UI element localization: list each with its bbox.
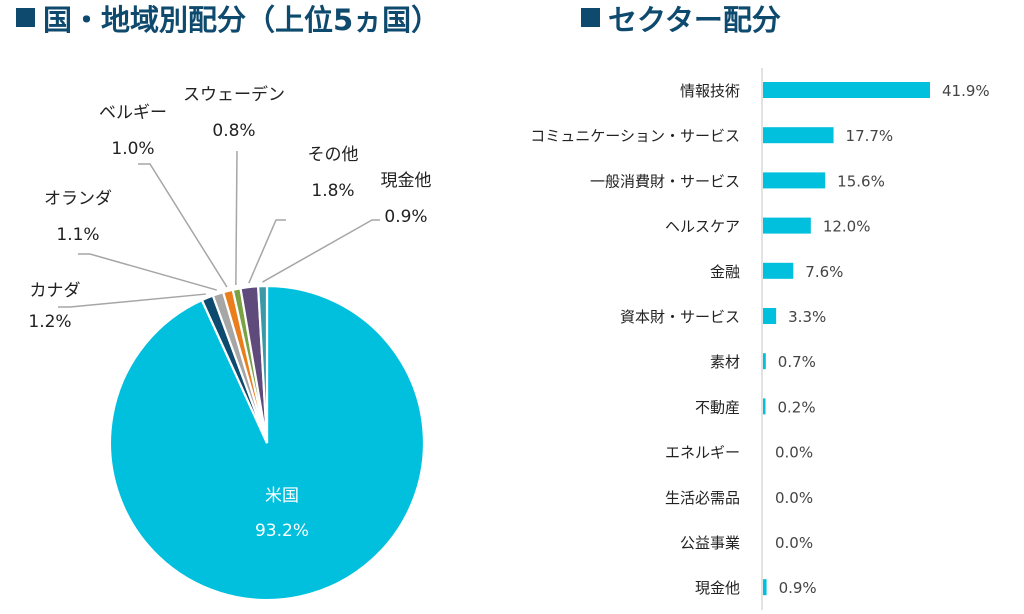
country-pie-chart: 米国 93.2% カナダ 1.2% オランダ 1.1% ベルギー 1.0% スウェーデン 0.8%…: [28, 84, 432, 602]
square-bullet-icon: [581, 8, 600, 27]
country-allocation-title: 国・地域別配分（上位5ヵ国）: [43, 3, 441, 37]
bar: [763, 82, 930, 98]
category-label: エネルギー: [665, 444, 740, 462]
category-label: コミュニケーション・サービス: [530, 127, 740, 145]
pie-label-value: 1.0%: [111, 139, 154, 159]
bar-value-label: 12.0%: [823, 218, 871, 236]
square-bullet-icon: [16, 8, 35, 27]
bar: [763, 262, 794, 279]
bar-value-label: 41.9%: [942, 82, 990, 100]
pie-label-value: 1.1%: [56, 225, 99, 245]
bar: [763, 353, 766, 370]
bar-value-label: 15.6%: [837, 172, 885, 190]
pie-label-name: 現金他: [381, 171, 432, 191]
leader-line: [235, 150, 238, 286]
bar-value-label: 0.0%: [775, 489, 813, 507]
bar: [763, 308, 777, 324]
category-label: 公益事業: [680, 534, 740, 552]
leader-line: [262, 219, 380, 283]
category-label: 一般消費財・サービス: [590, 172, 740, 190]
pie-label-value: 0.8%: [212, 121, 255, 141]
category-label: 素材: [710, 353, 740, 371]
bar: [763, 172, 826, 189]
pie-label-name: カナダ: [30, 281, 81, 301]
category-label: 不動産: [695, 398, 740, 416]
pie-label-value: 93.2%: [255, 521, 309, 541]
leader-line: [78, 253, 217, 291]
bar-value-label: 7.6%: [805, 263, 843, 281]
leader-line: [248, 219, 286, 284]
bar-value-label: 0.7%: [778, 353, 816, 371]
bar: [763, 398, 766, 415]
bar-value-label: 0.2%: [778, 398, 816, 416]
category-label: 現金他: [695, 579, 740, 597]
category-label: 情報技術: [680, 82, 740, 100]
pie-label-value: 1.8%: [311, 181, 354, 201]
bar: [763, 217, 811, 234]
pie-label-value: 0.9%: [384, 207, 427, 227]
pie-label-value: 1.2%: [28, 312, 71, 332]
pie-slice-6: [256, 284, 269, 444]
country-allocation-heading: 国・地域別配分（上位5ヵ国）: [16, 0, 440, 40]
category-label: 生活必需品: [665, 489, 740, 507]
sector-allocation-title: セクター配分: [608, 3, 781, 37]
bar-value-label: 0.9%: [779, 579, 817, 597]
pie-label-name: オランダ: [44, 189, 112, 209]
category-label: 金融: [710, 263, 740, 281]
pie-label-name: スウェーデン: [183, 84, 285, 105]
leader-line: [138, 163, 228, 288]
bar: [763, 579, 767, 596]
category-label: 資本財・サービス: [620, 308, 740, 326]
leader-line: [58, 293, 206, 308]
bar-value-label: 0.0%: [775, 534, 813, 552]
pie-label-name: ベルギー: [99, 103, 167, 123]
sector-allocation-heading: セクター配分: [581, 0, 781, 40]
pie-label-name: 米国: [265, 486, 299, 506]
bar-value-label: 17.7%: [846, 127, 894, 145]
pie-label-name: その他: [308, 145, 359, 165]
category-label: ヘルスケア: [665, 218, 740, 236]
bar-value-label: 0.0%: [775, 444, 813, 462]
bar: [763, 127, 834, 144]
bar-value-label: 3.3%: [788, 308, 826, 326]
